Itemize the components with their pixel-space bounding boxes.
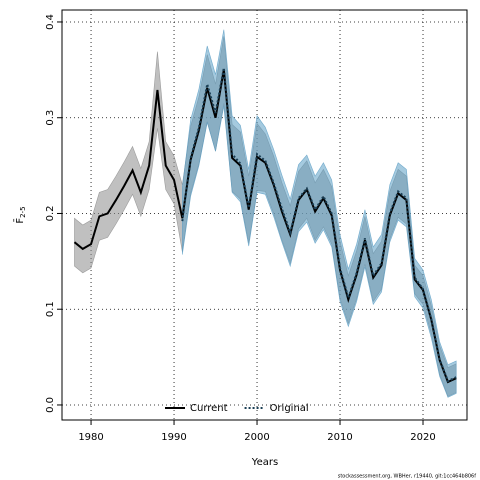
y-tick-label: 0.1 bbox=[45, 301, 56, 317]
y-tick-label: 0.0 bbox=[45, 397, 56, 413]
x-axis-label: Years bbox=[251, 457, 278, 468]
legend-label: Current bbox=[190, 403, 228, 414]
series-line bbox=[73, 69, 457, 384]
x-tick-label: 1990 bbox=[161, 432, 186, 443]
x-tick-label: 2000 bbox=[244, 432, 269, 443]
legend-label: Original bbox=[270, 403, 309, 414]
y-axis-label-sub: 2-5 bbox=[19, 206, 27, 217]
x-tick-label: 2010 bbox=[327, 432, 352, 443]
y-tick-label: 0.3 bbox=[45, 110, 56, 126]
y-axis-label-main: F̄ bbox=[13, 218, 26, 224]
x-tick-label: 1980 bbox=[78, 432, 103, 443]
plot-frame bbox=[61, 9, 468, 421]
x-tick-label: 2020 bbox=[410, 432, 435, 443]
footer: stockassessment.org, WBHer, r19440, git:… bbox=[338, 474, 477, 480]
y-tick-label: 0.2 bbox=[45, 206, 56, 222]
confidence-band bbox=[182, 29, 457, 398]
y-axis-label-group: F̄2-5 bbox=[13, 206, 27, 223]
y-axis-label: F̄2-5 bbox=[13, 206, 27, 223]
y-tick-label: 0.4 bbox=[45, 14, 56, 30]
